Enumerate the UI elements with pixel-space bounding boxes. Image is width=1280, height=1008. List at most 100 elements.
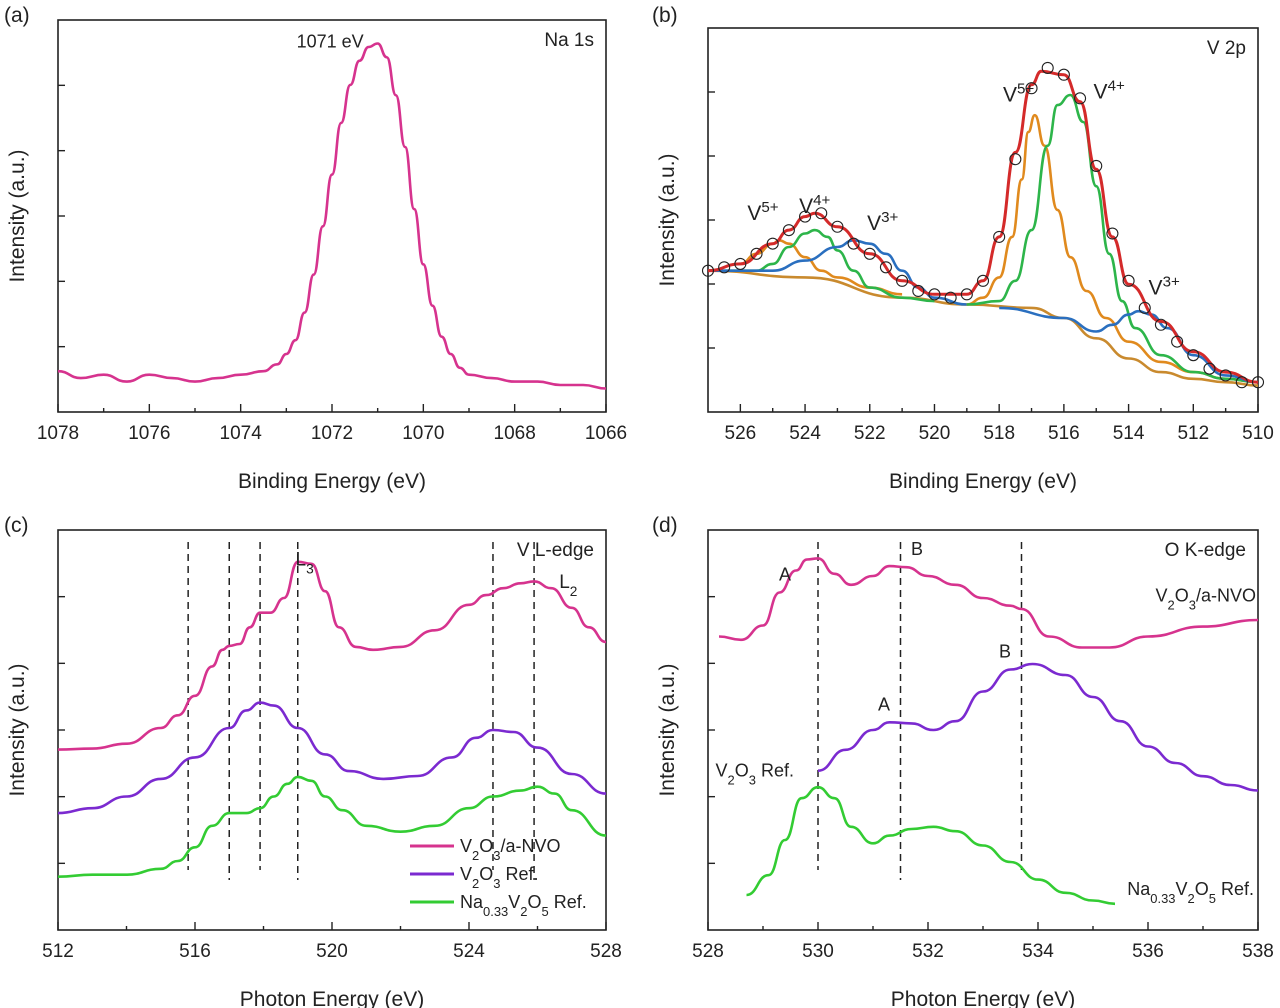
data-point xyxy=(734,257,747,270)
x-tick-label: 1078 xyxy=(37,423,79,444)
y-axis-label: Intensity (a.u.) xyxy=(656,153,679,286)
x-axis-label: Photon Energy (eV) xyxy=(891,988,1075,1008)
x-tick-label: 524 xyxy=(453,941,485,962)
x-tick-label: 1068 xyxy=(494,423,536,444)
series-label: Na0.33V2O5 Ref. xyxy=(1127,879,1254,906)
data-point xyxy=(879,261,892,274)
x-tick-label: 522 xyxy=(854,423,886,444)
data-point xyxy=(896,274,909,287)
data-point xyxy=(766,237,779,250)
peak-annotation: 1071 eV xyxy=(297,32,364,52)
series-line-0 xyxy=(57,42,607,390)
data-point xyxy=(782,224,795,237)
x-tick-label: 526 xyxy=(725,423,757,444)
y-axis-label: Intensity (a.u.) xyxy=(6,149,29,282)
data-point xyxy=(799,210,812,223)
x-axis-label: Photon Energy (eV) xyxy=(240,988,424,1008)
data-point xyxy=(1235,376,1248,389)
edge-label: L2 xyxy=(559,572,577,599)
x-tick-label: 512 xyxy=(42,941,74,962)
data-point xyxy=(1057,68,1070,81)
data-point xyxy=(960,288,973,301)
x-tick-label: 520 xyxy=(316,941,348,962)
data-point xyxy=(1106,227,1119,240)
x-tick-label: 514 xyxy=(1113,423,1145,444)
panel-title: O K-edge xyxy=(1165,540,1246,561)
edge-label: L3 xyxy=(296,550,314,577)
x-tick-label: 536 xyxy=(1132,941,1164,962)
panel-label: (d) xyxy=(652,514,678,537)
x-tick-label: 530 xyxy=(802,941,834,962)
x-tick-label: 532 xyxy=(912,941,944,962)
data-point xyxy=(1025,82,1038,95)
legend-entry: Na0.33V2O5 Ref. xyxy=(460,892,587,919)
legend-entry: V2O3 Ref. xyxy=(460,864,538,891)
data-point xyxy=(1041,61,1054,74)
oxidation-state-label: V3+ xyxy=(867,209,898,236)
data-point xyxy=(1251,376,1265,389)
series-fit-envelope xyxy=(707,69,1259,384)
series-line-1 xyxy=(57,701,607,815)
panel-a: 1078 1076 1074 1072 1070 1068 1066 Binding Ener… xyxy=(4,4,627,493)
series-label: V2O3/a-NVO xyxy=(1156,585,1256,612)
panel-label: (c) xyxy=(4,514,29,537)
panel-c: 512 516 520 524 528 Photon Energy (eV) Intensi… xyxy=(4,514,622,1008)
panel-title: Na 1s xyxy=(544,30,594,51)
panel-label: (b) xyxy=(652,4,678,27)
series-label: V2O3 Ref. xyxy=(716,761,794,788)
x-axis-label: Binding Energy (eV) xyxy=(238,470,426,493)
data-point xyxy=(1219,369,1232,382)
series-v3-2p3-2 xyxy=(999,306,1259,384)
y-axis-label: Intensity (a.u.) xyxy=(6,663,29,796)
oxidation-state-label: V4+ xyxy=(1094,77,1125,104)
x-tick-label: 512 xyxy=(1177,423,1209,444)
series-v5-2p3-2 xyxy=(966,113,1259,384)
data-points xyxy=(701,61,1265,389)
series-line-2 xyxy=(57,775,607,878)
x-tick-label: 520 xyxy=(919,423,951,444)
feature-label: B xyxy=(911,539,923,559)
data-point xyxy=(1187,349,1200,362)
plot-frame xyxy=(57,19,607,413)
series-line-1 xyxy=(817,662,1259,792)
feature-label: A xyxy=(878,694,890,714)
data-point xyxy=(928,288,941,301)
series-v5-2p1-2 xyxy=(707,239,903,296)
x-tick-label: 510 xyxy=(1242,423,1274,444)
x-tick-label: 1072 xyxy=(311,423,353,444)
data-point xyxy=(863,247,876,260)
data-point xyxy=(701,264,715,277)
data-point xyxy=(1171,335,1184,348)
panel-title: V L-edge xyxy=(517,540,594,561)
x-axis-label: Binding Energy (eV) xyxy=(889,470,1077,493)
oxidation-state-label: V5+ xyxy=(1003,80,1034,107)
oxidation-state-label: V3+ xyxy=(1149,273,1180,300)
data-point xyxy=(815,207,828,220)
x-tick-label: 1066 xyxy=(585,423,627,444)
oxidation-state-label: V4+ xyxy=(799,192,830,219)
data-point xyxy=(1122,274,1135,287)
data-point xyxy=(847,237,860,250)
panel-title: V 2p xyxy=(1207,38,1246,59)
x-tick-label: 1076 xyxy=(128,423,170,444)
x-tick-label: 534 xyxy=(1022,941,1054,962)
oxidation-state-label: V5+ xyxy=(747,199,778,226)
data-point xyxy=(1090,159,1103,172)
data-point xyxy=(750,247,763,260)
data-point xyxy=(1009,153,1022,166)
panel-d: 528 530 532 534 536 538 Photon Energy (eV) Inte… xyxy=(652,514,1274,1008)
x-tick-label: 538 xyxy=(1242,941,1274,962)
x-tick-label: 1070 xyxy=(402,423,444,444)
x-tick-label: 1074 xyxy=(220,423,263,444)
feature-label: A xyxy=(779,565,791,585)
data-point xyxy=(1154,318,1167,331)
x-tick-label: 518 xyxy=(983,423,1015,444)
plot-frame xyxy=(707,27,1259,413)
data-point xyxy=(944,291,957,304)
panel-label: (a) xyxy=(4,4,30,27)
y-axis-label: Intensity (a.u.) xyxy=(656,663,679,796)
x-tick-label: 516 xyxy=(1048,423,1080,444)
data-point xyxy=(993,230,1006,243)
data-point xyxy=(1203,362,1216,375)
